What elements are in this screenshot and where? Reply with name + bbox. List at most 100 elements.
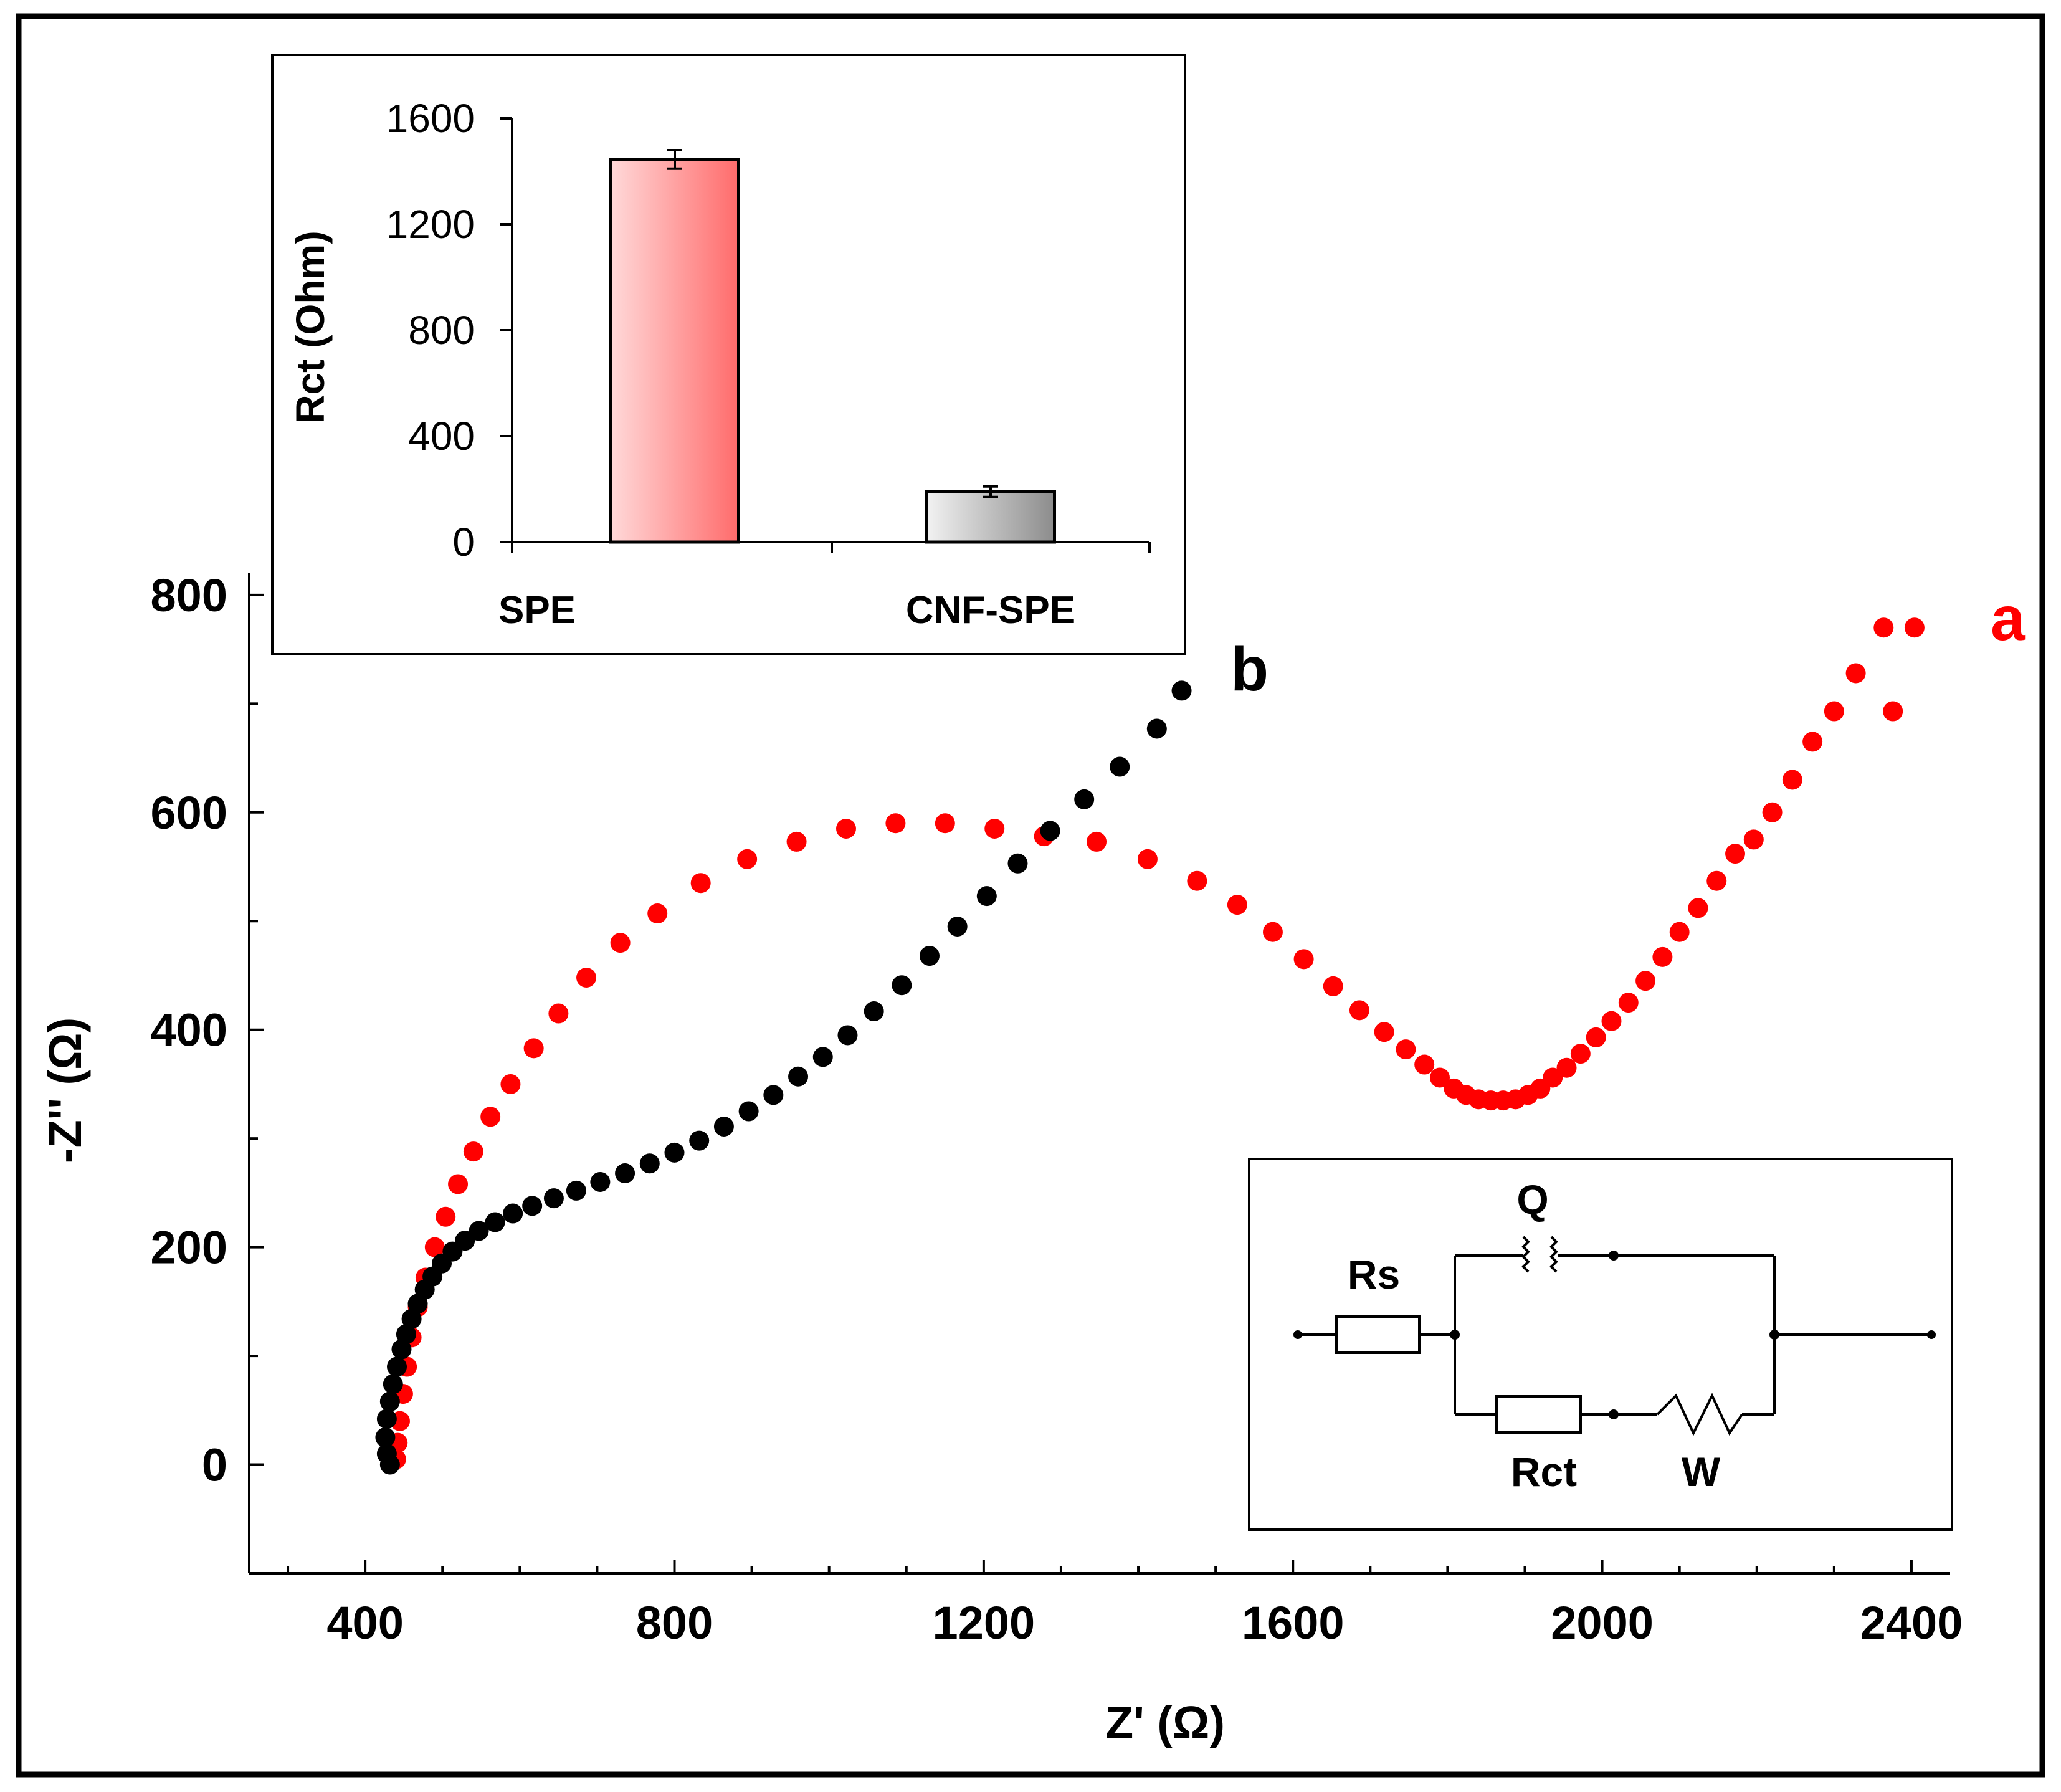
series-b-point: [401, 1308, 422, 1329]
series-a-point: [1873, 617, 1894, 638]
series-a-point: [448, 1174, 469, 1194]
series-a-point: [1430, 1067, 1450, 1088]
warburg-w-symbol: [1656, 1393, 1743, 1436]
x-tick-label: 400: [326, 1597, 403, 1649]
circuit-label-q: Q: [1516, 1176, 1548, 1222]
cpe-q-symbol: [1521, 1236, 1530, 1273]
series-b-point: [376, 1409, 397, 1429]
series-a-point: [463, 1141, 483, 1162]
x-tick-label: 800: [636, 1597, 713, 1649]
series-a-point: [1635, 971, 1656, 991]
x-axis-label: Z' (Ω): [1105, 1697, 1225, 1748]
series-a-point: [1601, 1011, 1622, 1031]
y-tick-label: 400: [151, 1004, 227, 1056]
series-a-label: a: [1991, 584, 2026, 654]
series-b-point: [1171, 680, 1192, 701]
series-a-point: [1802, 732, 1823, 752]
series-b: [375, 680, 1192, 1475]
inset-category-cnf-spe: CNF-SPE: [906, 589, 1075, 632]
series-b-point: [376, 1444, 397, 1464]
series-a-point: [480, 1107, 501, 1127]
series-a-point: [1618, 993, 1639, 1013]
series-a-point: [1323, 976, 1343, 996]
circuit-junction: [1450, 1330, 1460, 1340]
series-b-point: [503, 1203, 523, 1224]
series-a-point: [1137, 849, 1158, 869]
series-b-point: [396, 1324, 416, 1345]
y-tick-label: 0: [202, 1439, 227, 1491]
series-a-point: [1824, 701, 1844, 722]
series-b-point: [738, 1101, 759, 1122]
x-tick-label: 1200: [933, 1597, 1035, 1649]
series-b-point: [391, 1339, 412, 1360]
series-a-point: [1586, 1027, 1606, 1047]
series-a-point: [786, 831, 807, 852]
series-b-point: [639, 1153, 660, 1174]
series-a-point: [1883, 701, 1903, 722]
circuit-junction: [1609, 1409, 1619, 1419]
inset-y-tick-label: 0: [452, 520, 475, 565]
series-a-point: [885, 813, 906, 834]
series-b-point: [976, 886, 997, 907]
series-b-point: [566, 1180, 586, 1201]
series-a-point: [1087, 831, 1107, 852]
series-b-point: [763, 1085, 784, 1105]
inset-bar-chart: 0 400 800 1200 1600 SPE CNF-SPE Rct (Ohm): [271, 54, 1186, 655]
y-tick-label: 600: [151, 787, 227, 839]
x-tick-label: 1600: [1242, 1597, 1345, 1649]
series-b-point: [1007, 853, 1028, 874]
series-b-point: [837, 1025, 858, 1046]
series-b-point: [1040, 821, 1060, 841]
series-b-point: [713, 1116, 734, 1137]
series-a-point: [1706, 870, 1727, 891]
series-a-point: [523, 1038, 544, 1059]
series-b-point: [455, 1231, 475, 1251]
inset-category-spe: SPE: [498, 589, 576, 632]
series-a-point: [1293, 949, 1314, 970]
series-b-point: [590, 1171, 611, 1192]
series-a-point: [1845, 663, 1866, 684]
series-a-point: [1543, 1067, 1563, 1088]
x-tick-labels: 400 800 1200 1600 2000 2400: [326, 1597, 1963, 1649]
series-b-point: [469, 1221, 489, 1241]
y-tick-label: 800: [151, 570, 227, 621]
series-b-point: [664, 1142, 685, 1163]
circuit-label-rs: Rs: [1348, 1251, 1400, 1297]
series-a-point: [1743, 829, 1764, 850]
series-a-point: [1187, 870, 1207, 891]
series-b-point: [383, 1374, 403, 1394]
inset-y-tick-label: 1200: [386, 202, 475, 247]
cpe-q-symbol: [1549, 1236, 1558, 1273]
series-b-label: b: [1230, 634, 1268, 704]
circuit-junction: [1609, 1251, 1619, 1261]
series-b-point: [485, 1212, 505, 1232]
series-a-point: [835, 818, 856, 839]
series-b-point: [1146, 718, 1167, 739]
resistor-rs: [1335, 1315, 1421, 1354]
y-tick-label: 200: [151, 1222, 227, 1274]
series-a-point: [1227, 895, 1247, 915]
equivalent-circuit: Rs Q Rct W: [1248, 1158, 1953, 1531]
resistor-rct: [1495, 1395, 1582, 1434]
inset-y-tick-label: 400: [408, 414, 475, 459]
series-a-point: [1725, 844, 1746, 864]
main-axes: [248, 573, 1950, 1575]
inset-bars: [609, 149, 1056, 544]
series-b-point: [615, 1163, 635, 1183]
series-b-point: [788, 1066, 809, 1087]
series-a-point: [548, 1003, 569, 1024]
inset-bar-spe: [609, 158, 740, 544]
series-a-point: [1570, 1044, 1591, 1064]
inset-y-tick-label: 800: [408, 308, 475, 353]
y-tick-labels: 0 200 400 600 800: [151, 570, 227, 1491]
series-a-point: [1414, 1054, 1435, 1075]
series-a-point: [1782, 770, 1802, 790]
series-b-point: [689, 1130, 710, 1151]
inset-y-axis-label: Rct (Ohm): [288, 231, 333, 423]
series-b-point: [543, 1188, 564, 1209]
series-a-point: [1396, 1039, 1416, 1060]
series-a-point: [647, 903, 668, 924]
series-b-point: [812, 1047, 833, 1067]
series-a-point: [1669, 922, 1690, 942]
